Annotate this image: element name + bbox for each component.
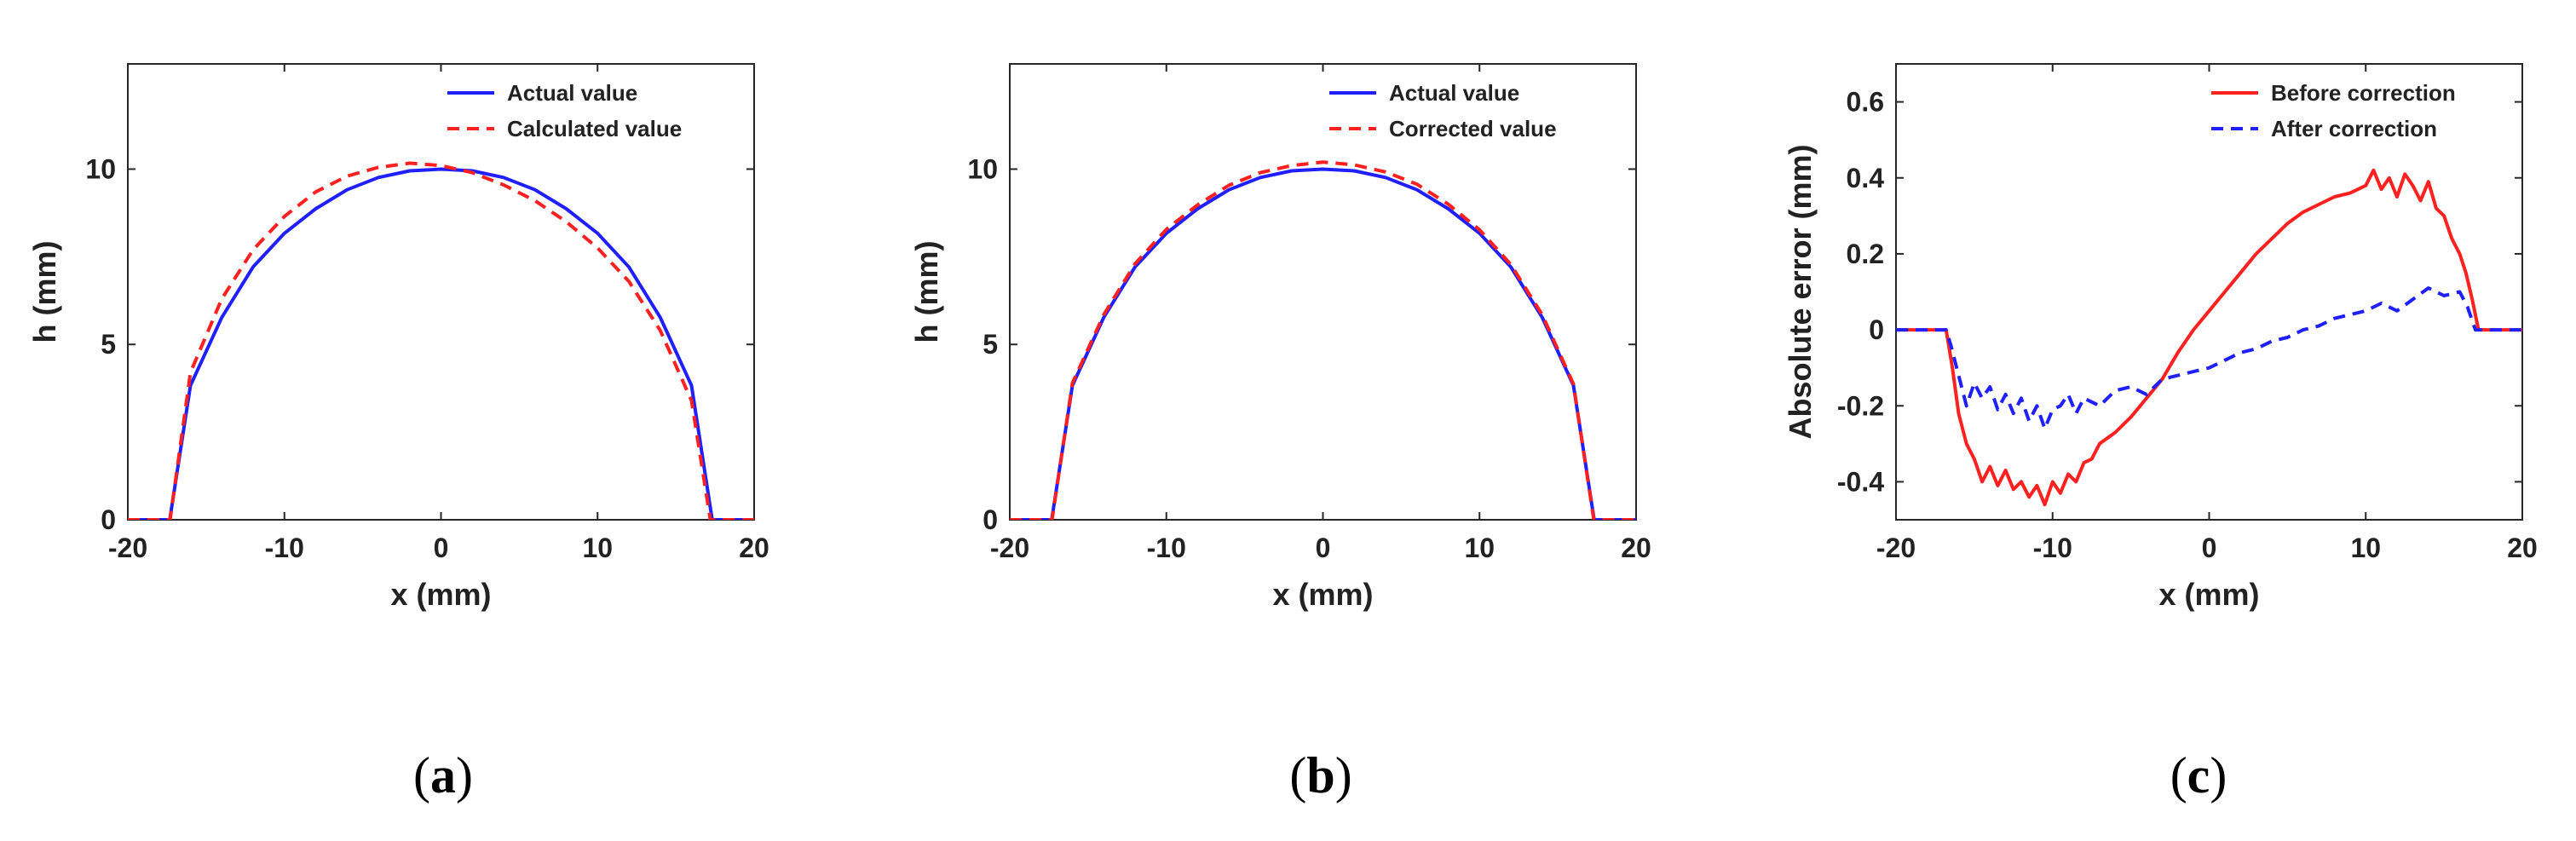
panel-caption: (a) [413, 747, 473, 804]
x-axis-label: x (mm) [2158, 577, 2259, 612]
x-axis-label: x (mm) [390, 577, 491, 612]
x-tick-label: 0 [434, 533, 449, 563]
x-tick-label: 20 [739, 533, 769, 563]
series-line-1 [128, 167, 754, 520]
y-tick-label: 0.2 [1847, 239, 1884, 269]
y-axis-label: h (mm) [27, 241, 62, 343]
x-tick-label: 0 [1316, 533, 1331, 563]
x-tick-label: -10 [1147, 533, 1186, 563]
plot-area [1895, 63, 2523, 521]
x-axis-label: x (mm) [1272, 577, 1373, 612]
series-line-1 [1896, 168, 2522, 507]
y-tick-label: 0 [101, 504, 116, 535]
legend-label-1: Actual value [1389, 80, 1519, 106]
legend-label-2: After correction [2271, 116, 2437, 141]
x-tick-label: 0 [2202, 533, 2217, 563]
chart-panel-a: -20 -10 0 10 20 0 5 10 x (mm) h (mm) Actual value C… [27, 63, 769, 612]
y-tick-label: 0 [1869, 314, 1884, 345]
panel-caption: (c) [2170, 747, 2227, 804]
caption-letter: c [2187, 747, 2210, 804]
caption-open-paren: ( [2170, 747, 2187, 804]
x-tick-label: -20 [1876, 533, 1916, 563]
x-tick-label: 10 [1464, 533, 1495, 563]
x-tick-label: 10 [582, 533, 613, 563]
x-tick-label: -20 [990, 533, 1029, 563]
caption-letter: a [430, 747, 456, 804]
y-axis-label: h (mm) [909, 241, 944, 343]
y-tick-label: -0.2 [1837, 390, 1884, 421]
y-tick-label: 10 [85, 153, 116, 184]
legend-label-2: Calculated value [507, 116, 682, 141]
chart-panel-b: -20 -10 0 10 20 0 5 10 x (mm) h (mm) Actual value C… [909, 63, 1651, 612]
x-tick-label: -10 [2033, 533, 2072, 563]
caption-close-paren: ) [1335, 747, 1352, 804]
caption-close-paren: ) [456, 747, 473, 804]
caption-open-paren: ( [1289, 747, 1306, 804]
series-line-2 [128, 161, 754, 520]
x-tick-label: 10 [2350, 533, 2381, 563]
y-tick-label: 5 [983, 329, 998, 360]
y-tick-label: 0.6 [1847, 87, 1884, 118]
legend-label-1: Actual value [507, 80, 637, 106]
panel-caption: (b) [1289, 747, 1351, 804]
x-tick-label: 20 [1621, 533, 1651, 563]
y-tick-label: -0.4 [1837, 466, 1884, 497]
x-tick-label: -20 [108, 533, 147, 563]
series-line-2 [1896, 286, 2522, 430]
caption-close-paren: ) [2210, 747, 2227, 804]
caption-letter: b [1306, 747, 1334, 804]
series-line-2 [1010, 160, 1636, 520]
y-tick-label: 10 [967, 153, 998, 184]
y-axis-label: Absolute error (mm) [1783, 144, 1818, 439]
caption-open-paren: ( [413, 747, 430, 804]
plot-area [1009, 63, 1637, 521]
y-tick-label: 0.4 [1847, 163, 1885, 193]
legend-label-2: Corrected value [1389, 116, 1557, 141]
y-tick-label: 5 [101, 329, 116, 360]
x-tick-label: 20 [2507, 533, 2538, 563]
chart-panel-c: -20 -10 0 10 20 -0.4 -0.2 0 0.2 0.4 0.6 x (mm) Absol… [1783, 63, 2538, 612]
x-tick-label: -10 [265, 533, 304, 563]
plot-area [127, 63, 755, 521]
y-tick-label: 0 [983, 504, 998, 535]
legend-label-1: Before correction [2271, 80, 2456, 106]
